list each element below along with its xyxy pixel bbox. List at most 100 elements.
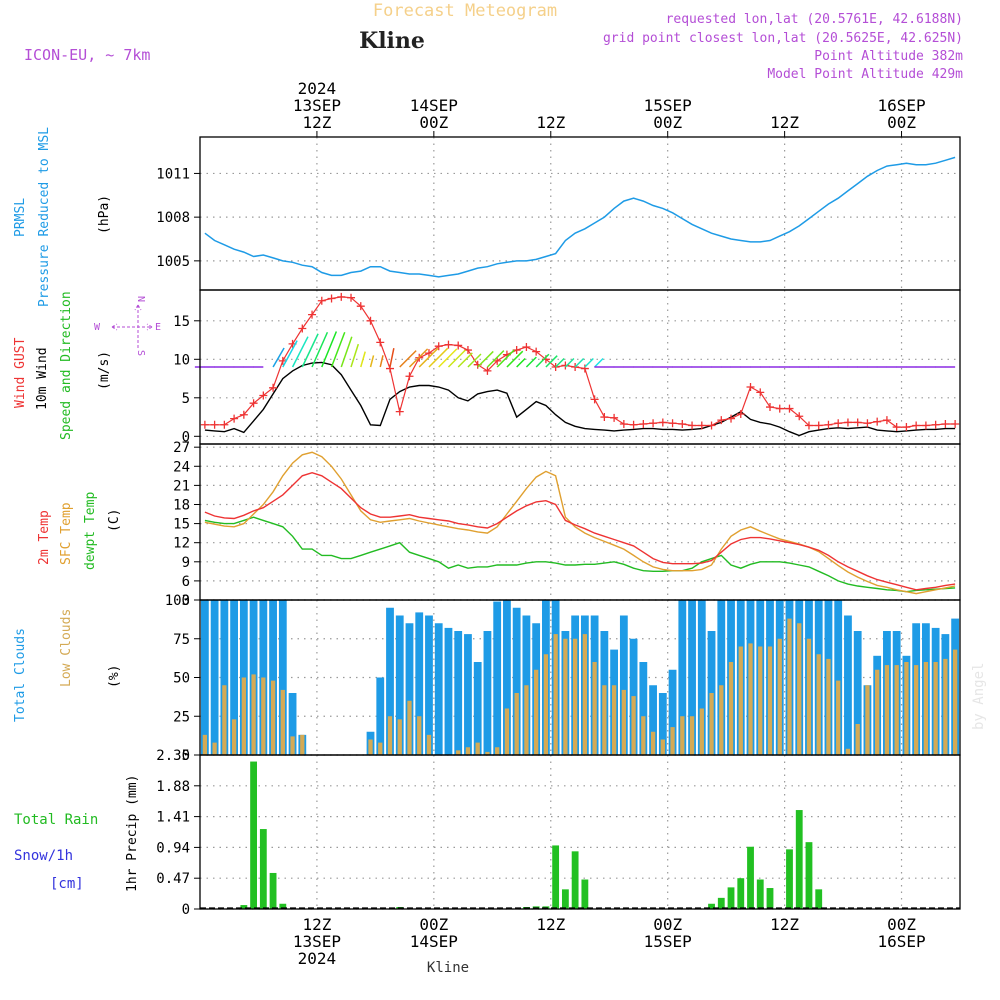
- gust-marker: [834, 419, 843, 428]
- rain-bar: [717, 897, 725, 909]
- top-time-label: 12Z: [536, 113, 565, 132]
- bottom-time-label: 13SEP: [293, 932, 341, 951]
- gust-marker: [561, 361, 570, 370]
- point-altitude: Point Altitude 382m: [814, 49, 963, 64]
- low-cloud-bar: [826, 658, 831, 755]
- wind-direction-arrow: [564, 357, 575, 368]
- low-cloud-bar: [270, 680, 276, 755]
- bottom-time-label: 12Z: [770, 915, 799, 934]
- gust-marker: [619, 419, 628, 428]
- total-cloud-bar: [220, 600, 229, 755]
- wind-label-2: 10m Wind: [35, 347, 50, 410]
- wind-direction-arrow: [447, 349, 466, 368]
- top-time-label: 00Z: [653, 113, 682, 132]
- low-cloud-bar: [660, 739, 665, 755]
- cloud-label-2: Low Clouds: [59, 609, 74, 687]
- wind-direction-arrow: [282, 340, 298, 368]
- wind-direction-arrow: [438, 348, 458, 368]
- wind-direction-arrow: [408, 348, 429, 368]
- wind-direction-arrow: [574, 357, 585, 368]
- low-cloud-bar: [709, 693, 714, 755]
- y-tick-label: 25: [173, 709, 190, 725]
- y-tick-label: 5: [182, 391, 190, 407]
- cloud-label-1: Total Clouds: [13, 628, 28, 722]
- y-tick-label: 1.88: [156, 779, 190, 795]
- low-cloud-bar: [894, 665, 899, 755]
- low-cloud-bar: [465, 747, 471, 755]
- wind-direction-arrow: [545, 355, 558, 368]
- low-cloud-bar: [251, 674, 256, 755]
- gust-marker: [580, 364, 589, 373]
- series-prmsl: [204, 156, 956, 278]
- y-tick-label: 1008: [156, 210, 190, 226]
- total-cloud-bar: [503, 600, 511, 755]
- gust-marker: [483, 366, 492, 375]
- low-cloud-bar: [767, 646, 773, 755]
- total-cloud-bar: [278, 600, 287, 755]
- gust-marker: [220, 420, 229, 429]
- gust-marker: [629, 420, 638, 429]
- series-dewpt-temp: [204, 516, 956, 593]
- bottom-time-label: 00Z: [887, 915, 916, 934]
- low-cloud-bar: [875, 669, 880, 755]
- rain-bar: [815, 889, 823, 909]
- low-cloud-bar: [592, 662, 597, 755]
- wind-direction-arrow: [369, 355, 375, 368]
- series-2m-temp: [204, 471, 956, 591]
- y-tick-label: 1005: [156, 254, 190, 270]
- temp-label-2: SFC Temp: [59, 502, 74, 565]
- gust-marker: [882, 416, 891, 425]
- cloud-side-labels: Total Clouds Low Clouds (%): [13, 609, 122, 722]
- y-tick-label: 24: [173, 459, 190, 475]
- total-cloud-bar: [853, 631, 862, 755]
- y-tick-label: 12: [173, 536, 190, 552]
- model-altitude: Model Point Altitude 429m: [767, 67, 963, 82]
- wind-direction-arrow: [350, 343, 360, 368]
- rain-bar: [708, 903, 715, 909]
- gust-marker: [912, 421, 921, 430]
- low-cloud-bar: [611, 685, 617, 755]
- top-time-label: 14SEP: [410, 96, 458, 115]
- y-tick-label: 0: [182, 902, 190, 918]
- gust-marker: [727, 414, 736, 423]
- low-cloud-bar: [602, 685, 607, 755]
- rain-bar: [250, 761, 257, 909]
- rain-label: Total Rain: [14, 812, 98, 828]
- y-tick-label: 0.47: [156, 871, 190, 887]
- rain-bar: [269, 872, 277, 909]
- wind-direction-arrow: [516, 357, 526, 368]
- total-cloud-bar: [464, 634, 472, 755]
- gust-marker: [356, 302, 365, 311]
- gust-marker: [639, 419, 648, 428]
- rain-bar: [786, 849, 793, 909]
- total-cloud-bar: [844, 615, 852, 755]
- total-cloud-bar: [717, 600, 726, 755]
- gust-marker: [532, 347, 541, 356]
- low-cloud-bar: [699, 708, 704, 755]
- total-cloud-bar: [230, 600, 238, 755]
- low-cloud-bar: [368, 739, 373, 755]
- panel-frame: [199, 443, 961, 601]
- total-cloud-bar: [678, 600, 687, 755]
- gust-marker: [736, 409, 745, 418]
- total-cloud-bar: [473, 662, 482, 755]
- snow-label: Snow/1h: [14, 848, 73, 864]
- low-cloud-bar: [261, 677, 266, 755]
- gust-marker: [785, 404, 794, 413]
- gust-marker: [210, 420, 219, 429]
- bottom-time-label: 00Z: [653, 915, 682, 934]
- pressure-label-2: Pressure Reduced to MSL: [37, 127, 52, 307]
- rain-bar: [795, 810, 803, 909]
- bottom-time-label: 15SEP: [644, 932, 692, 951]
- total-cloud-bar: [697, 600, 706, 755]
- wind-direction-arrow: [486, 350, 505, 368]
- low-cloud-bar: [485, 751, 490, 755]
- y-tick-label: 21: [173, 478, 190, 494]
- total-cloud-bar: [512, 607, 521, 755]
- compass-east: E: [155, 322, 161, 333]
- gust-marker: [921, 421, 930, 430]
- top-time-label: 12Z: [770, 113, 799, 132]
- low-cloud-bar: [787, 618, 792, 755]
- wind-direction-arrow: [584, 357, 594, 368]
- low-cloud-bar: [806, 638, 812, 755]
